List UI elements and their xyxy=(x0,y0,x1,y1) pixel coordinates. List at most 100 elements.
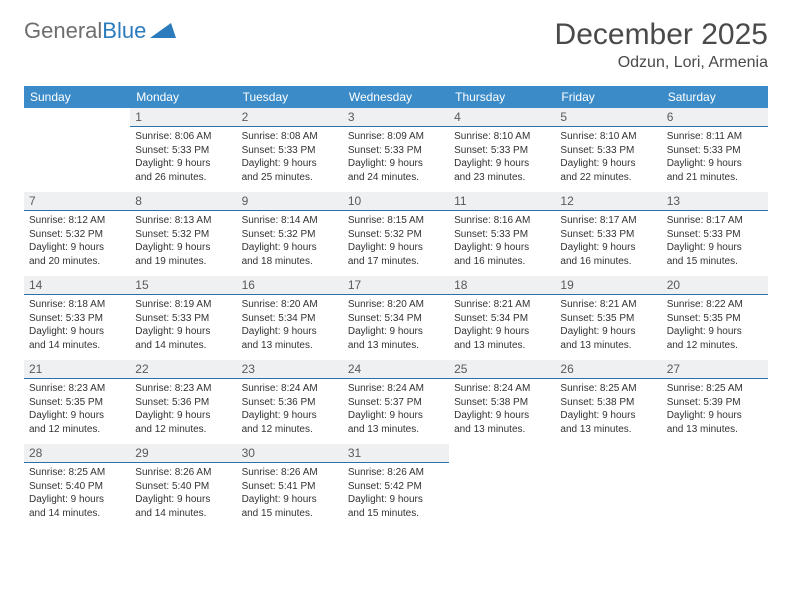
weekday-header: Sunday xyxy=(24,86,130,108)
day-number: 3 xyxy=(343,108,449,127)
calendar-cell: 19Sunrise: 8:21 AMSunset: 5:35 PMDayligh… xyxy=(555,276,661,360)
calendar-body: 1Sunrise: 8:06 AMSunset: 5:33 PMDaylight… xyxy=(24,108,768,528)
day-number: 23 xyxy=(237,360,343,379)
day-detail-line: and 16 minutes. xyxy=(454,255,550,269)
day-number: 12 xyxy=(555,192,661,211)
logo-text-2: Blue xyxy=(102,18,146,44)
calendar-cell: 20Sunrise: 8:22 AMSunset: 5:35 PMDayligh… xyxy=(662,276,768,360)
day-detail-line: Sunrise: 8:12 AM xyxy=(29,214,125,228)
day-number: 31 xyxy=(343,444,449,463)
day-detail-line: Sunrise: 8:22 AM xyxy=(667,298,763,312)
day-detail-line: and 13 minutes. xyxy=(242,339,338,353)
day-detail-line: Daylight: 9 hours xyxy=(242,157,338,171)
day-detail-line: Sunset: 5:38 PM xyxy=(454,396,550,410)
calendar-cell xyxy=(555,444,661,528)
day-number: 15 xyxy=(130,276,236,295)
day-detail-line: Daylight: 9 hours xyxy=(29,325,125,339)
day-detail-line: Daylight: 9 hours xyxy=(29,409,125,423)
day-detail-line: and 18 minutes. xyxy=(242,255,338,269)
day-number: 28 xyxy=(24,444,130,463)
calendar-cell xyxy=(449,444,555,528)
day-detail-line: Sunset: 5:33 PM xyxy=(242,144,338,158)
day-detail-line: Sunset: 5:41 PM xyxy=(242,480,338,494)
day-number: 1 xyxy=(130,108,236,127)
calendar-cell: 6Sunrise: 8:11 AMSunset: 5:33 PMDaylight… xyxy=(662,108,768,192)
calendar-week-row: 7Sunrise: 8:12 AMSunset: 5:32 PMDaylight… xyxy=(24,192,768,276)
calendar-head: SundayMondayTuesdayWednesdayThursdayFrid… xyxy=(24,86,768,108)
day-detail-line: Sunset: 5:33 PM xyxy=(454,144,550,158)
day-details: Sunrise: 8:25 AMSunset: 5:40 PMDaylight:… xyxy=(24,463,130,525)
day-detail-line: and 14 minutes. xyxy=(135,339,231,353)
day-detail-line: and 22 minutes. xyxy=(560,171,656,185)
day-detail-line: Sunset: 5:36 PM xyxy=(135,396,231,410)
day-detail-line: Daylight: 9 hours xyxy=(135,409,231,423)
day-detail-line: and 15 minutes. xyxy=(667,255,763,269)
day-detail-line: and 13 minutes. xyxy=(348,339,444,353)
calendar-cell: 26Sunrise: 8:25 AMSunset: 5:38 PMDayligh… xyxy=(555,360,661,444)
day-detail-line: Daylight: 9 hours xyxy=(348,409,444,423)
day-detail-line: and 13 minutes. xyxy=(560,339,656,353)
day-detail-line: and 20 minutes. xyxy=(29,255,125,269)
day-detail-line: Sunset: 5:32 PM xyxy=(135,228,231,242)
day-number: 30 xyxy=(237,444,343,463)
day-detail-line: and 23 minutes. xyxy=(454,171,550,185)
calendar-cell: 13Sunrise: 8:17 AMSunset: 5:33 PMDayligh… xyxy=(662,192,768,276)
logo: GeneralBlue xyxy=(24,18,176,44)
calendar-cell: 9Sunrise: 8:14 AMSunset: 5:32 PMDaylight… xyxy=(237,192,343,276)
title-block: December 2025 Odzun, Lori, Armenia xyxy=(555,18,768,72)
day-detail-line: Daylight: 9 hours xyxy=(667,157,763,171)
day-detail-line: Sunset: 5:33 PM xyxy=(454,228,550,242)
month-title: December 2025 xyxy=(555,18,768,52)
day-detail-line: Sunrise: 8:20 AM xyxy=(348,298,444,312)
calendar-cell: 29Sunrise: 8:26 AMSunset: 5:40 PMDayligh… xyxy=(130,444,236,528)
day-details: Sunrise: 8:16 AMSunset: 5:33 PMDaylight:… xyxy=(449,211,555,273)
day-number: 25 xyxy=(449,360,555,379)
day-detail-line: Sunrise: 8:26 AM xyxy=(135,466,231,480)
day-details: Sunrise: 8:10 AMSunset: 5:33 PMDaylight:… xyxy=(555,127,661,189)
day-detail-line: Sunset: 5:33 PM xyxy=(135,312,231,326)
day-details: Sunrise: 8:24 AMSunset: 5:38 PMDaylight:… xyxy=(449,379,555,441)
calendar-cell: 23Sunrise: 8:24 AMSunset: 5:36 PMDayligh… xyxy=(237,360,343,444)
day-detail-line: Sunrise: 8:25 AM xyxy=(560,382,656,396)
day-number: 24 xyxy=(343,360,449,379)
day-details: Sunrise: 8:13 AMSunset: 5:32 PMDaylight:… xyxy=(130,211,236,273)
day-detail-line: Sunset: 5:35 PM xyxy=(560,312,656,326)
day-detail-line: Sunset: 5:33 PM xyxy=(348,144,444,158)
calendar-cell: 11Sunrise: 8:16 AMSunset: 5:33 PMDayligh… xyxy=(449,192,555,276)
day-detail-line: and 13 minutes. xyxy=(454,339,550,353)
calendar-cell xyxy=(662,444,768,528)
day-detail-line: and 13 minutes. xyxy=(560,423,656,437)
day-detail-line: Sunset: 5:34 PM xyxy=(242,312,338,326)
day-detail-line: Daylight: 9 hours xyxy=(454,409,550,423)
day-detail-line: Daylight: 9 hours xyxy=(667,409,763,423)
weekday-header: Thursday xyxy=(449,86,555,108)
day-number: 18 xyxy=(449,276,555,295)
calendar-cell: 30Sunrise: 8:26 AMSunset: 5:41 PMDayligh… xyxy=(237,444,343,528)
day-detail-line: Sunset: 5:32 PM xyxy=(29,228,125,242)
day-detail-line: Sunrise: 8:15 AM xyxy=(348,214,444,228)
calendar-cell: 18Sunrise: 8:21 AMSunset: 5:34 PMDayligh… xyxy=(449,276,555,360)
day-detail-line: Sunrise: 8:20 AM xyxy=(242,298,338,312)
calendar-cell: 5Sunrise: 8:10 AMSunset: 5:33 PMDaylight… xyxy=(555,108,661,192)
calendar-cell: 28Sunrise: 8:25 AMSunset: 5:40 PMDayligh… xyxy=(24,444,130,528)
day-detail-line: and 12 minutes. xyxy=(667,339,763,353)
day-detail-line: and 25 minutes. xyxy=(242,171,338,185)
day-detail-line: Daylight: 9 hours xyxy=(348,241,444,255)
day-detail-line: and 13 minutes. xyxy=(348,423,444,437)
day-detail-line: Daylight: 9 hours xyxy=(560,325,656,339)
triangle-icon xyxy=(150,18,176,44)
calendar-cell: 1Sunrise: 8:06 AMSunset: 5:33 PMDaylight… xyxy=(130,108,236,192)
day-detail-line: Sunrise: 8:24 AM xyxy=(242,382,338,396)
calendar-cell: 25Sunrise: 8:24 AMSunset: 5:38 PMDayligh… xyxy=(449,360,555,444)
weekday-header: Saturday xyxy=(662,86,768,108)
weekday-header: Friday xyxy=(555,86,661,108)
day-detail-line: Sunrise: 8:25 AM xyxy=(667,382,763,396)
day-details: Sunrise: 8:19 AMSunset: 5:33 PMDaylight:… xyxy=(130,295,236,357)
day-detail-line: and 15 minutes. xyxy=(242,507,338,521)
calendar-table: SundayMondayTuesdayWednesdayThursdayFrid… xyxy=(24,86,768,528)
day-number: 6 xyxy=(662,108,768,127)
day-detail-line: Daylight: 9 hours xyxy=(560,241,656,255)
day-detail-line: Sunrise: 8:24 AM xyxy=(348,382,444,396)
calendar-cell: 16Sunrise: 8:20 AMSunset: 5:34 PMDayligh… xyxy=(237,276,343,360)
logo-text-1: General xyxy=(24,18,102,44)
